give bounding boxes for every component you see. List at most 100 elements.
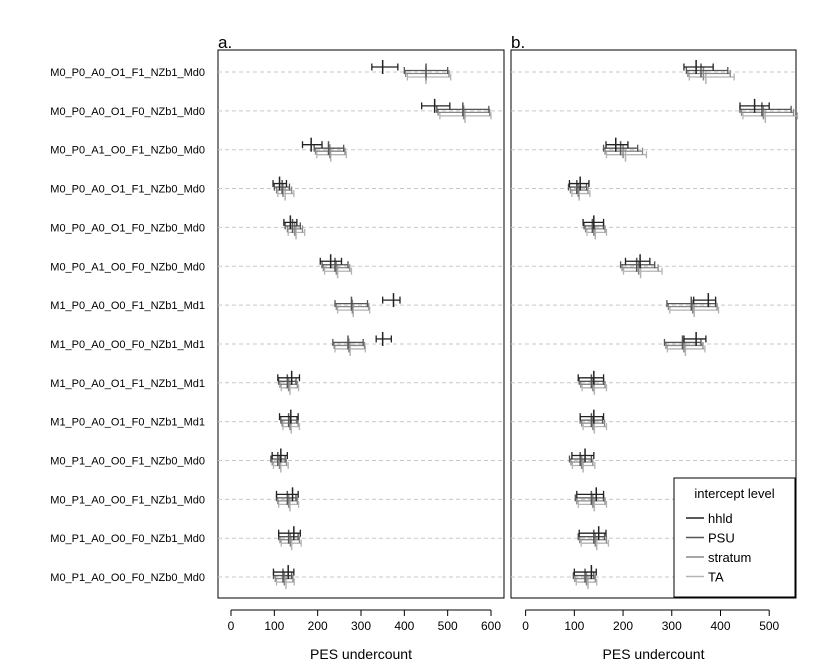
interval-hhld	[272, 176, 288, 191]
x-tick-label: 100	[264, 619, 284, 633]
legend-entry: stratum	[708, 550, 751, 565]
interval-stratum	[687, 66, 731, 81]
interval-hhld	[571, 448, 595, 463]
interval-hhld	[278, 409, 299, 424]
interval-TA	[742, 108, 799, 123]
interval-PSU	[332, 335, 364, 350]
row-label: M0_P0_A1_O0_F1_NZb0_Md0	[50, 145, 205, 157]
interval-TA	[571, 458, 596, 473]
row-label: M0_P0_A0_O1_F0_NZb0_Md0	[50, 222, 205, 234]
x-tick-label: 300	[662, 619, 682, 633]
interval-TA	[605, 147, 648, 162]
interval-PSU	[403, 63, 449, 78]
interval-stratum	[667, 299, 718, 314]
interval-hhld	[573, 565, 597, 580]
interval-hhld	[283, 215, 298, 230]
x-tick-label: 200	[308, 619, 328, 633]
interval-TA	[280, 536, 302, 551]
interval-stratum	[576, 493, 606, 508]
interval-TA	[571, 186, 591, 201]
x-tick-label: 600	[481, 619, 501, 633]
row-label: M1_P0_A0_O0_F0_NZb1_Md1	[50, 339, 205, 351]
interval-stratum	[271, 455, 288, 469]
interval-hhld	[382, 293, 401, 308]
legend-title: intercept level	[694, 486, 774, 501]
interval-hhld	[683, 331, 707, 346]
interval-TA	[280, 380, 300, 395]
interval-stratum	[314, 144, 346, 159]
interval-hhld	[579, 409, 605, 424]
interval-stratum	[570, 455, 594, 469]
interval-hhld	[605, 137, 629, 152]
interval-hhld	[421, 98, 451, 113]
row-label: M0_P1_A0_O0_F1_NZb0_Md0	[50, 456, 205, 468]
interval-TA	[688, 70, 735, 84]
interval-hhld	[272, 565, 295, 580]
interval-PSU	[578, 374, 605, 389]
interval-stratum	[322, 260, 351, 275]
interval-hhld	[683, 60, 714, 74]
interval-stratum	[604, 144, 644, 159]
interval-PSU	[284, 218, 301, 233]
interval-TA	[669, 303, 720, 318]
x-axis-label: PES undercount	[310, 646, 412, 662]
interval-PSU	[663, 335, 702, 350]
row-label: M1_P0_A0_O1_F0_NZb1_Md1	[50, 417, 205, 429]
interval-hhld	[568, 176, 590, 191]
interval-hhld	[271, 448, 288, 463]
interval-hhld	[578, 526, 607, 541]
x-axis-label: PES undercount	[603, 646, 705, 662]
interval-stratum	[404, 66, 450, 81]
interval-hhld	[739, 98, 770, 113]
x-tick-label: 400	[710, 619, 730, 633]
x-tick-label: 100	[564, 619, 584, 633]
interval-hhld	[278, 526, 301, 541]
row-label: M1_P0_A0_O0_F1_NZb1_Md1	[50, 300, 205, 312]
x-tick-label: 0	[228, 619, 235, 633]
interval-stratum	[335, 299, 370, 314]
interval-PSU	[334, 296, 369, 311]
panel-label: a.	[218, 33, 232, 52]
row-label: M0_P1_A0_O0_F0_NZb0_Md0	[50, 572, 205, 584]
row-label: M0_P0_A0_O1_F1_NZb0_Md0	[50, 184, 205, 196]
row-label: M0_P0_A0_O1_F0_NZb1_Md0	[50, 106, 205, 118]
panel-frame	[510, 49, 797, 599]
interval-PSU	[313, 141, 345, 156]
x-tick-label: 400	[394, 619, 414, 633]
interval-PSU	[270, 452, 286, 466]
interval-PSU	[567, 180, 588, 195]
panel-label: b.	[511, 33, 525, 52]
interval-TA	[622, 264, 663, 279]
interval-TA	[666, 341, 706, 356]
interval-stratum	[580, 377, 606, 392]
interval-TA	[323, 264, 353, 279]
interval-stratum	[274, 571, 294, 586]
interval-hhld	[582, 215, 605, 230]
interval-PSU	[602, 141, 639, 156]
interval-hhld	[277, 370, 301, 385]
interval-hhld	[319, 254, 343, 269]
interval-hhld	[301, 137, 323, 152]
interval-stratum	[569, 183, 589, 198]
row-label: M0_P0_A0_O1_F1_NZb1_Md0	[50, 67, 205, 79]
legend-entry: PSU	[708, 531, 735, 546]
interval-stratum	[333, 338, 366, 353]
x-tick-label: 300	[351, 619, 371, 633]
interval-TA	[316, 147, 347, 162]
interval-stratum	[740, 105, 795, 120]
interval-PSU	[321, 257, 349, 272]
x-tick-label: 500	[759, 619, 779, 633]
interval-stratum	[277, 493, 298, 508]
interval-PSU	[619, 257, 656, 272]
legend-entry: TA	[708, 570, 724, 585]
interval-TA	[278, 497, 300, 512]
interval-hhld	[624, 254, 651, 269]
interval-stratum	[279, 377, 298, 392]
x-tick-label: 200	[613, 619, 633, 633]
panel-frame	[217, 49, 505, 599]
interval-hhld	[693, 293, 717, 308]
row-label: M0_P0_A1_O0_F0_NZb0_Md0	[50, 261, 205, 273]
interval-TA	[586, 225, 608, 240]
row-label: M0_P1_A0_O0_F1_NZb1_Md0	[50, 494, 205, 506]
